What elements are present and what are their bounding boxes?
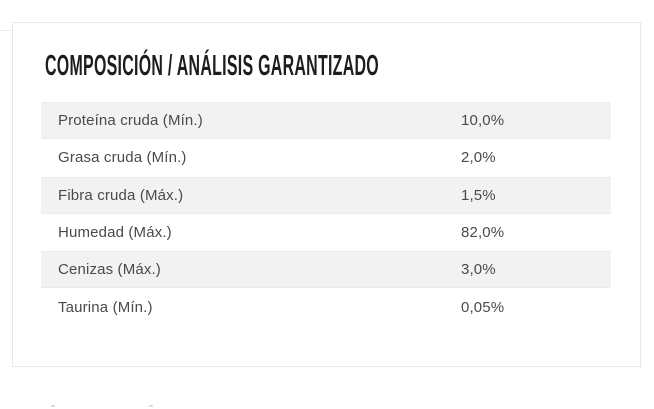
section-title: COMPOSICIÓN / ANÁLISIS GARANTIZADO <box>45 52 652 81</box>
nutrient-label: Taurina (Mín.) <box>58 298 153 316</box>
nutrient-label: Fibra cruda (Máx.) <box>58 186 184 204</box>
nutrient-label: Grasa cruda (Mín.) <box>58 149 187 167</box>
table-row: Proteína cruda (Mín.) 10,0% <box>41 102 611 140</box>
nutrient-label: Cenizas (Máx.) <box>58 261 161 279</box>
table-row: Fibra cruda (Máx.) 1,5% <box>41 176 611 214</box>
nutrient-value: 2,0% <box>461 149 496 167</box>
left-hairline-divider <box>0 30 13 31</box>
table-row: Grasa cruda (Mín.) 2,0% <box>41 139 611 177</box>
nutrient-label: Proteína cruda (Mín.) <box>58 112 203 130</box>
section-title-text: COMPOSICIÓN / ANÁLISIS GARANTIZADO <box>45 50 379 82</box>
cutoff-artifact <box>51 405 55 407</box>
table-row: Taurina (Mín.) 0,05% <box>41 288 611 326</box>
guaranteed-analysis-table: Proteína cruda (Mín.) 10,0% Grasa cruda … <box>41 102 611 326</box>
nutrient-value: 82,0% <box>461 224 505 242</box>
cutoff-artifact <box>149 405 153 407</box>
nutrient-label: Humedad (Máx.) <box>58 224 172 242</box>
nutrient-value: 3,0% <box>461 261 496 279</box>
table-row: Humedad (Máx.) 82,0% <box>41 213 611 252</box>
nutrient-value: 0,05% <box>461 298 505 316</box>
nutrient-value: 1,5% <box>461 186 496 204</box>
composition-card: COMPOSICIÓN / ANÁLISIS GARANTIZADO Prote… <box>12 22 641 367</box>
nutrient-value: 10,0% <box>461 112 505 130</box>
table-row: Cenizas (Máx.) 3,0% <box>41 251 611 289</box>
